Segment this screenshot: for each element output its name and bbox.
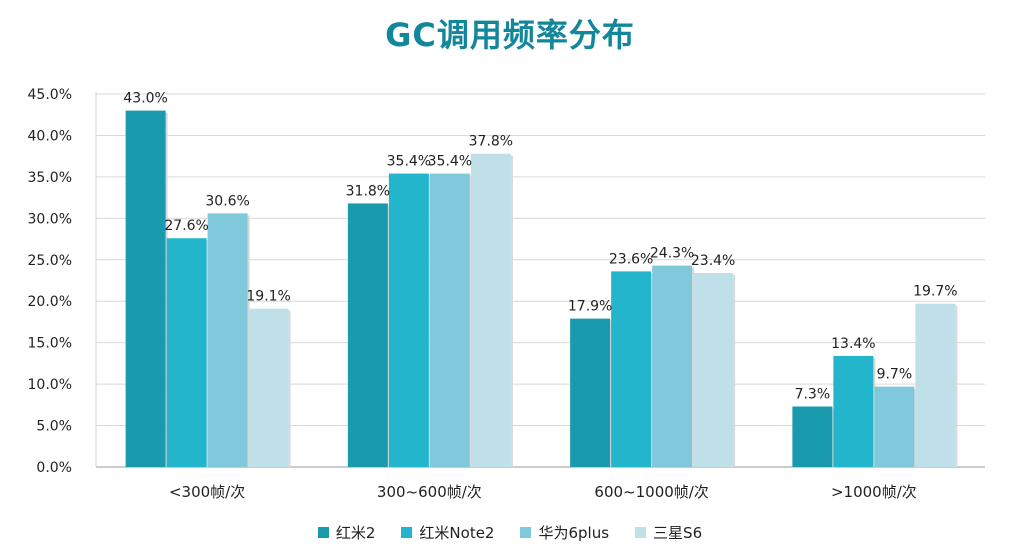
legend-item: 华为6plus — [520, 522, 609, 543]
bar-value-label: 35.4% — [428, 154, 472, 170]
bar — [207, 213, 248, 467]
bar-value-label: 43.0% — [123, 91, 167, 107]
legend-label: 红米2 — [335, 524, 376, 542]
bar-shadow — [733, 275, 736, 467]
bar-value-label: 31.8% — [346, 183, 390, 199]
bar — [915, 303, 956, 467]
axis-layer: 0.0% 5.0% 10.0% 15.0% 20.0% 25.0% 30.0% 35.0% 40… — [28, 87, 917, 501]
y-tick-label: 5.0% — [36, 419, 72, 435]
bar-value-label: 9.7% — [877, 367, 913, 383]
bar — [429, 173, 470, 467]
bar-value-label: 35.4% — [387, 154, 431, 170]
x-tick-label: 600~1000帧/次 — [594, 483, 708, 501]
legend-swatch — [317, 527, 329, 538]
bar — [347, 203, 388, 467]
x-tick-label: <300帧/次 — [169, 483, 245, 501]
bar-value-label: 19.1% — [246, 289, 290, 305]
legend-label: 红米Note2 — [419, 524, 495, 542]
bar — [248, 308, 289, 467]
bar — [874, 386, 915, 467]
chart-title: GC调用频率分布 — [385, 16, 635, 54]
x-tick-label: >1000帧/次 — [831, 483, 917, 501]
y-tick-label: 25.0% — [28, 253, 72, 269]
legend-label: 三星S6 — [653, 524, 703, 542]
bar — [611, 271, 652, 467]
y-tick-label: 20.0% — [28, 294, 72, 310]
y-tick-label: 15.0% — [28, 336, 72, 352]
x-tick-label: 300~600帧/次 — [377, 483, 482, 501]
bar — [833, 355, 874, 467]
bar-value-label: 37.8% — [469, 134, 513, 150]
bar — [693, 273, 734, 467]
bar-value-label: 17.9% — [568, 299, 612, 315]
bar — [570, 318, 611, 467]
bar-value-label: 30.6% — [205, 193, 249, 209]
y-tick-label: 45.0% — [28, 87, 72, 103]
bar — [470, 153, 511, 467]
bar-shadow — [955, 305, 958, 467]
bar-value-label: 13.4% — [831, 336, 875, 352]
bar-value-label: 24.3% — [650, 246, 694, 262]
y-tick-label: 10.0% — [28, 377, 72, 393]
bar — [166, 238, 207, 467]
bar-value-label: 23.6% — [609, 251, 653, 267]
legend-item: 红米2 — [317, 522, 376, 543]
bar — [652, 265, 693, 467]
bar — [125, 110, 166, 468]
bar-value-label: 7.3% — [795, 386, 831, 402]
bar — [792, 406, 833, 467]
legend-item: 三星S6 — [635, 522, 702, 543]
y-tick-label: 40.0% — [28, 128, 72, 144]
label-layer: 43.0% 27.6% 30.6% 19.1% 31.8% 35.4%35.4% 37.8%… — [123, 91, 957, 403]
legend-label: 华为6plus — [538, 524, 610, 542]
legend-item: 红米Note2 — [401, 522, 494, 543]
y-tick-label: 0.0% — [36, 460, 72, 476]
bar-layer — [125, 110, 958, 468]
bar-shadow — [510, 155, 513, 467]
legend-swatch — [635, 527, 647, 538]
bar-shadow — [288, 310, 291, 467]
y-tick-label: 30.0% — [28, 211, 72, 227]
legend-swatch — [401, 527, 413, 538]
bar-value-label: 27.6% — [164, 218, 208, 234]
legend: 红米2 红米Note2 华为6plus 三星S6 — [0, 522, 1020, 543]
bar-value-label: 19.7% — [913, 284, 957, 300]
bar-value-label: 23.4% — [691, 253, 735, 269]
bar — [388, 173, 429, 467]
y-tick-label: 35.0% — [28, 170, 72, 186]
legend-swatch — [520, 527, 532, 538]
